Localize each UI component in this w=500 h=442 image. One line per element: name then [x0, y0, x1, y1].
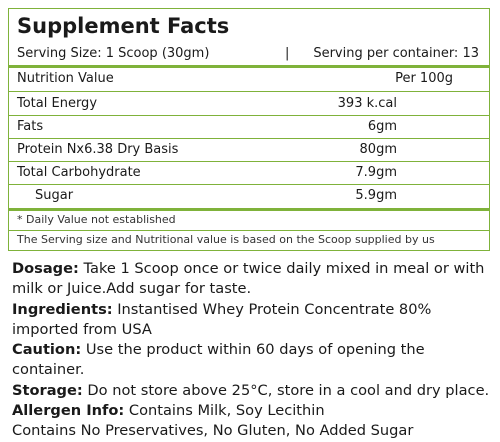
detail-text: Contains No Preservatives, No Gluten, No…	[12, 422, 414, 440]
divider	[9, 115, 489, 116]
detail-line: Storage: Do not store above 25°C, store …	[12, 381, 490, 401]
divider	[9, 161, 489, 162]
detail-label: Ingredients:	[12, 300, 113, 318]
detail-text: Use the product within 60 days of openin…	[12, 341, 425, 379]
details: Dosage: Take 1 Scoop once or twice daily…	[12, 259, 490, 442]
nutrient-name: Fats	[17, 119, 44, 134]
nutrient-row: Sugar 5.9gm	[17, 185, 397, 207]
nutrient-name: Sugar	[35, 188, 74, 203]
serving-line: Serving Size: 1 Scoop (30gm) | Serving p…	[17, 46, 479, 61]
header-row: Nutrition Value Per 100g	[17, 68, 453, 90]
footnote: * Daily Value not established	[17, 213, 176, 226]
detail-text: Contains Milk, Soy Lecithin	[128, 402, 325, 420]
detail-label: Storage:	[12, 381, 83, 399]
detail-text: Instantised Whey Protein Concentrate 80%…	[12, 300, 432, 338]
nutrient-row: Protein Nx6.38 Dry Basis 80gm	[17, 139, 397, 161]
nutrient-name: Total Carbohydrate	[17, 165, 141, 180]
footnote: The Serving size and Nutritional value i…	[17, 233, 435, 246]
nutrient-value: 6gm	[367, 119, 397, 134]
supplement-panel: Supplement Facts Serving Size: 1 Scoop (…	[8, 8, 490, 251]
detail-line: Allergen Info: Contains Milk, Soy Lecith…	[12, 401, 490, 421]
divider	[9, 230, 489, 231]
nutrient-name: Protein Nx6.38 Dry Basis	[17, 142, 179, 157]
nutrient-row: Total Carbohydrate 7.9gm	[17, 162, 397, 184]
header-label: Nutrition Value	[17, 71, 114, 86]
detail-line: Contains No Preservatives, No Gluten, No…	[12, 421, 490, 441]
nutrient-value: 393 k.cal	[337, 96, 397, 111]
detail-label: Caution:	[12, 341, 82, 359]
detail-text: Take 1 Scoop once or twice daily mixed i…	[12, 260, 485, 298]
detail-text: Do not store above 25°C, store in a cool…	[87, 381, 490, 399]
servings-per-container: Serving per container: 13	[313, 46, 479, 61]
detail-line: Ingredients: Instantised Whey Protein Co…	[12, 300, 490, 341]
divider	[9, 65, 489, 68]
detail-line: Dosage: Take 1 Scoop once or twice daily…	[12, 259, 490, 300]
nutrient-value: 7.9gm	[355, 165, 397, 180]
nutrient-row: Fats 6gm	[17, 116, 397, 138]
nutrient-value: 5.9gm	[355, 188, 397, 203]
header-value: Per 100g	[395, 71, 453, 86]
divider	[9, 208, 489, 211]
panel-title: Supplement Facts	[17, 14, 230, 38]
nutrient-value: 80gm	[359, 142, 397, 157]
nutrient-name: Total Energy	[17, 96, 98, 111]
divider	[9, 91, 489, 92]
serving-size: Serving Size: 1 Scoop (30gm)	[17, 46, 210, 61]
divider	[9, 138, 489, 139]
detail-line: Caution: Use the product within 60 days …	[12, 340, 490, 381]
nutrient-row: Total Energy 393 k.cal	[17, 93, 397, 115]
detail-label: Dosage:	[12, 260, 79, 277]
divider	[9, 184, 489, 185]
separator: |	[285, 46, 290, 61]
detail-label: Allergen Info:	[12, 402, 125, 420]
